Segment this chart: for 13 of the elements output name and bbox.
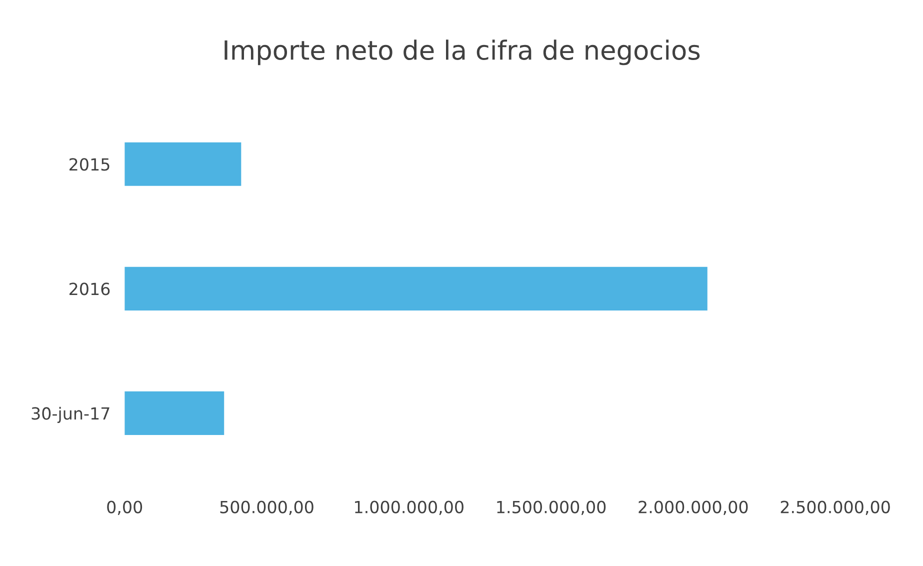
bar bbox=[124, 142, 242, 186]
y-tick-label: 30-jun-17 bbox=[32, 406, 110, 423]
y-tick-label: 2016 bbox=[70, 282, 110, 296]
bar bbox=[124, 266, 708, 310]
x-tick-label: 500.000,00 bbox=[220, 500, 314, 516]
x-tick-label: 2.000.000,00 bbox=[638, 500, 748, 516]
chart-title: Importe neto de la cifra de negocios bbox=[224, 40, 700, 66]
x-tick-label: 1.500.000,00 bbox=[497, 500, 606, 516]
x-tick-label: 1.000.000,00 bbox=[355, 500, 464, 516]
x-tick-label: 0,00 bbox=[107, 500, 142, 516]
y-tick-label: 2015 bbox=[70, 158, 110, 171]
x-tick-label: 2.500.000,00 bbox=[780, 500, 890, 516]
bar bbox=[124, 391, 224, 435]
